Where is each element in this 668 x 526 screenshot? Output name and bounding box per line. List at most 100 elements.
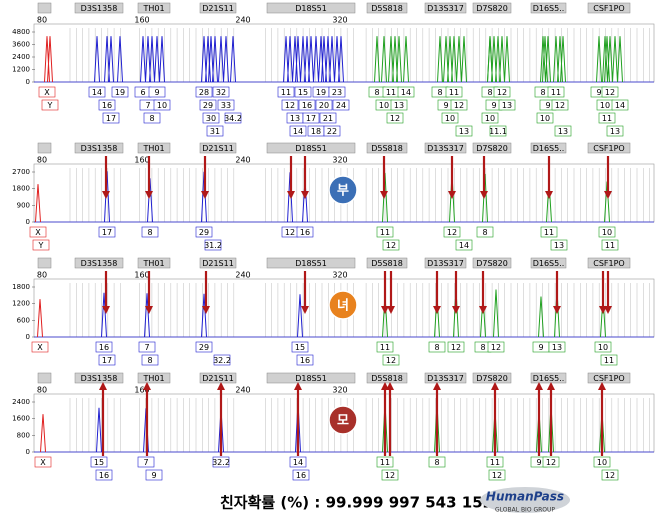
allele-label: 10 bbox=[540, 114, 550, 123]
allele-label: 9 bbox=[491, 101, 496, 110]
y-tick-label: 0 bbox=[26, 78, 30, 86]
locus-box bbox=[587, 257, 631, 269]
peak bbox=[140, 36, 146, 83]
arrow-head bbox=[201, 191, 209, 199]
allele-box bbox=[31, 341, 49, 353]
allele-box bbox=[593, 456, 611, 468]
allele-label: 11 bbox=[386, 88, 396, 97]
y-tick-label: 800 bbox=[17, 431, 30, 439]
amel-box bbox=[37, 142, 52, 154]
peak bbox=[334, 36, 340, 83]
allele-label: 15 bbox=[298, 88, 308, 97]
allele-label: 16 bbox=[300, 356, 310, 365]
allele-box bbox=[550, 239, 568, 251]
peak bbox=[94, 36, 100, 83]
peak bbox=[297, 294, 303, 338]
allele-box bbox=[206, 125, 224, 137]
allele-label: 13 bbox=[502, 101, 512, 110]
peak bbox=[493, 289, 499, 338]
x-tick-label: 160 bbox=[134, 156, 149, 165]
peak bbox=[392, 36, 398, 83]
allele-box bbox=[145, 469, 163, 481]
x-tick-label: 320 bbox=[332, 271, 347, 280]
locus-name: D3S1358 bbox=[81, 4, 118, 13]
allele-label: X bbox=[35, 228, 41, 237]
allele-box bbox=[606, 125, 624, 137]
arrow-head bbox=[433, 306, 441, 314]
peak bbox=[381, 36, 387, 83]
allele-box bbox=[601, 86, 619, 98]
allele-box bbox=[441, 112, 459, 124]
locus-box bbox=[199, 2, 237, 14]
peak bbox=[145, 36, 151, 83]
allele-box bbox=[224, 112, 242, 124]
peak bbox=[108, 36, 114, 83]
allele-box bbox=[381, 469, 399, 481]
locus-name: D16S5.. bbox=[533, 144, 565, 153]
allele-box bbox=[294, 86, 312, 98]
arrow-head bbox=[301, 306, 309, 314]
allele-box bbox=[291, 341, 309, 353]
peak bbox=[230, 36, 236, 83]
peak bbox=[283, 36, 289, 83]
locus-box bbox=[366, 257, 408, 269]
allele-box bbox=[202, 112, 220, 124]
arrow-head bbox=[99, 382, 107, 390]
peak bbox=[117, 36, 123, 83]
locus-box bbox=[424, 372, 467, 384]
allele-label: 17 bbox=[106, 114, 116, 123]
locus-name: TH01 bbox=[142, 259, 164, 268]
x-tick-label: 80 bbox=[37, 16, 47, 25]
peak bbox=[338, 36, 344, 83]
allele-box bbox=[98, 226, 116, 238]
allele-label: 14 bbox=[401, 88, 411, 97]
locus-box bbox=[266, 2, 356, 14]
y-tick-label: 2400 bbox=[12, 53, 30, 61]
allele-label: 10 bbox=[157, 101, 167, 110]
allele-box bbox=[195, 226, 213, 238]
allele-box bbox=[148, 86, 166, 98]
arrow-head bbox=[294, 382, 302, 390]
locus-name: D18S51 bbox=[295, 374, 327, 383]
allele-label: 12 bbox=[285, 101, 295, 110]
locus-name: D18S51 bbox=[295, 259, 327, 268]
allele-box bbox=[111, 86, 129, 98]
allele-box bbox=[38, 86, 56, 98]
allele-label: 16 bbox=[302, 101, 312, 110]
allele-box bbox=[195, 341, 213, 353]
peak bbox=[201, 36, 207, 83]
allele-box bbox=[489, 125, 507, 137]
allele-label: Y bbox=[47, 101, 53, 110]
arrow-head bbox=[604, 191, 612, 199]
amel-box bbox=[37, 372, 52, 384]
peak bbox=[287, 36, 293, 83]
allele-box bbox=[450, 99, 468, 111]
allele-box bbox=[481, 112, 499, 124]
peak bbox=[560, 36, 566, 83]
allele-box bbox=[554, 125, 572, 137]
x-tick-label: 240 bbox=[235, 156, 250, 165]
allele-label: 13 bbox=[610, 127, 620, 136]
allele-box bbox=[298, 99, 316, 111]
allele-box bbox=[551, 99, 569, 111]
peak bbox=[396, 36, 402, 83]
peak bbox=[47, 36, 53, 83]
allele-label: 31.2 bbox=[204, 241, 222, 250]
peak bbox=[604, 36, 610, 83]
locus-name: D16S5.. bbox=[533, 259, 565, 268]
allele-label: 12 bbox=[447, 228, 457, 237]
locus-name: D13S317 bbox=[427, 374, 464, 383]
locus-box bbox=[266, 142, 356, 154]
peak bbox=[540, 36, 546, 83]
locus-box bbox=[424, 2, 467, 14]
peak bbox=[218, 36, 224, 83]
locus-name: D5S818 bbox=[371, 259, 403, 268]
x-tick-label: 160 bbox=[134, 16, 149, 25]
arrow-head bbox=[448, 191, 456, 199]
allele-label: 33 bbox=[221, 101, 231, 110]
allele-label: 7 bbox=[145, 101, 150, 110]
locus-name: D7S820 bbox=[476, 144, 508, 153]
arrow-head bbox=[604, 306, 612, 314]
locus-name: D7S820 bbox=[476, 259, 508, 268]
allele-label: 30 bbox=[206, 114, 216, 123]
